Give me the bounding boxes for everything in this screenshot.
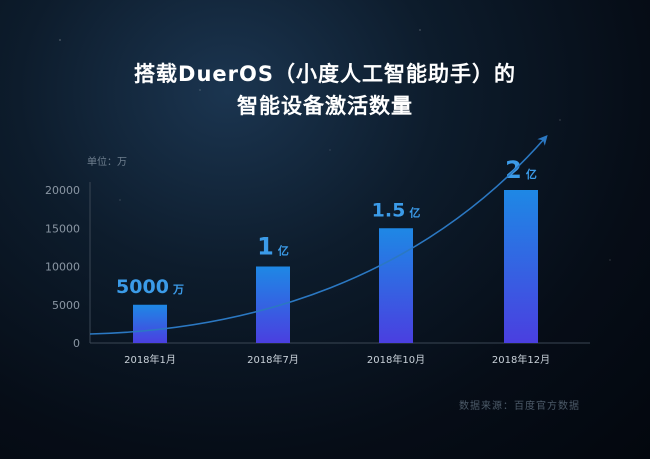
data-label-unit: 亿 [278,244,289,258]
data-label-number: 5000 [116,276,169,298]
data-label: 5000 万 [116,276,184,298]
bars-group [133,190,538,343]
trend-arrow-line [89,134,548,335]
data-label-unit: 万 [172,283,184,296]
x-tick-label: 2018年10月 [367,353,425,366]
data-label-number: 1.5 [372,199,406,221]
bar [256,266,290,343]
y-tick-label: 5000 [52,299,80,312]
bar [379,228,413,343]
y-tick-label: 15000 [45,222,80,235]
data-labels-group: 5000 万1 亿1.5 亿2 亿 [116,156,537,298]
y-tick-label: 20000 [45,184,80,197]
chart-title-line-1: 搭载DuerOS（小度人工智能助手）的 [134,62,516,86]
bar [133,304,167,343]
data-label-number: 1 [257,233,274,261]
unit-label: 单位：万 [87,157,127,168]
bar [504,190,538,343]
x-tick-label: 2018年1月 [124,353,176,366]
x-tick-label: 2018年7月 [247,353,299,366]
chart-title-line-2: 智能设备激活数量 [237,94,413,118]
data-label: 1.5 亿 [372,199,421,221]
y-tick-label: 10000 [45,261,80,274]
data-source-note: 数据来源：百度官方数据 [459,401,580,412]
x-tick-label: 2018年12月 [492,353,550,366]
y-tick-label: 0 [73,337,80,350]
data-label-unit: 亿 [409,205,420,219]
data-label-unit: 亿 [526,167,537,181]
